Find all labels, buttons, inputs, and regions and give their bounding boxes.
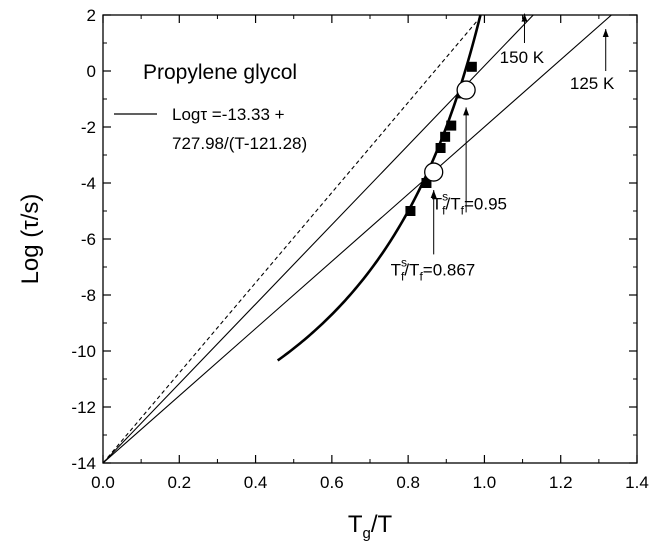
y-tick-label: -10 bbox=[71, 342, 96, 361]
annotation-label-ratio-095: Ts f/Tf=0.95 bbox=[432, 190, 507, 218]
data-point-square bbox=[440, 131, 451, 142]
legend-label-line1: Logτ =-13.33 + bbox=[172, 105, 285, 124]
y-tick-label: -2 bbox=[81, 118, 96, 137]
plot-area bbox=[103, 15, 612, 463]
annotation-label-ratio-0867: Ts f/Tf=0.867 bbox=[391, 255, 476, 283]
data-point-square bbox=[405, 206, 416, 216]
vft-fit-curve bbox=[276, 15, 482, 362]
x-tick-label: 1.2 bbox=[549, 473, 573, 492]
data-point-circle bbox=[456, 80, 476, 100]
annotation-arrowhead-ratio-095 bbox=[463, 107, 470, 116]
axes: 0.0 0.2 0.4 0.6 0.8 1.0 1.2 1.4 -14 -12 -10 -8 -6 -4 -… bbox=[71, 6, 648, 492]
annotation-arrowhead-ratio-0867 bbox=[430, 190, 437, 198]
y-tick-label: -6 bbox=[81, 230, 96, 249]
y-tick-label: -4 bbox=[81, 174, 96, 193]
x-tick-label: 0.0 bbox=[91, 473, 115, 492]
annotation-label-150k: 150 K bbox=[500, 48, 545, 67]
x-axis-title-sub: g bbox=[363, 525, 371, 542]
y-axis-title: Log (τ/s) bbox=[17, 194, 44, 285]
x-tick-label: 1.4 bbox=[625, 473, 649, 492]
x-axis-title: Tg/T bbox=[348, 511, 393, 542]
data-point-square bbox=[466, 61, 477, 72]
data-point-square bbox=[421, 178, 432, 188]
legend-label-line2: 727.98/(T-121.28) bbox=[172, 134, 307, 153]
legend-title: Propylene glycol bbox=[143, 61, 297, 84]
x-axis-title-main: T bbox=[348, 511, 363, 538]
data-point-circle bbox=[424, 162, 444, 182]
reference-line-4 bbox=[103, 15, 612, 463]
annotation-label-125k: 125 K bbox=[570, 74, 615, 93]
y-tick-label: 2 bbox=[87, 6, 96, 25]
y-tick-label: -12 bbox=[71, 398, 96, 417]
x-tick-label: 0.4 bbox=[244, 473, 268, 492]
x-tick-label: 1.0 bbox=[473, 473, 497, 492]
x-tick-label: 0.6 bbox=[320, 473, 344, 492]
annotation-arrowhead-150k bbox=[521, 13, 528, 22]
data-point-square bbox=[435, 143, 446, 153]
annotations: 150 K 125 K Ts f/Tf=0.95 Ts f/Tf=0.867 bbox=[391, 13, 615, 283]
x-axis-title-rest: /T bbox=[371, 511, 393, 538]
y-tick-label: 0 bbox=[87, 62, 96, 81]
x-tick-label: 0.8 bbox=[396, 473, 420, 492]
data-point-square bbox=[446, 120, 457, 131]
y-tick-label: -14 bbox=[71, 454, 96, 473]
y-tick-label: -8 bbox=[81, 286, 96, 305]
annotation-arrowhead-125k bbox=[602, 29, 609, 37]
x-tick-label: 0.2 bbox=[167, 473, 191, 492]
